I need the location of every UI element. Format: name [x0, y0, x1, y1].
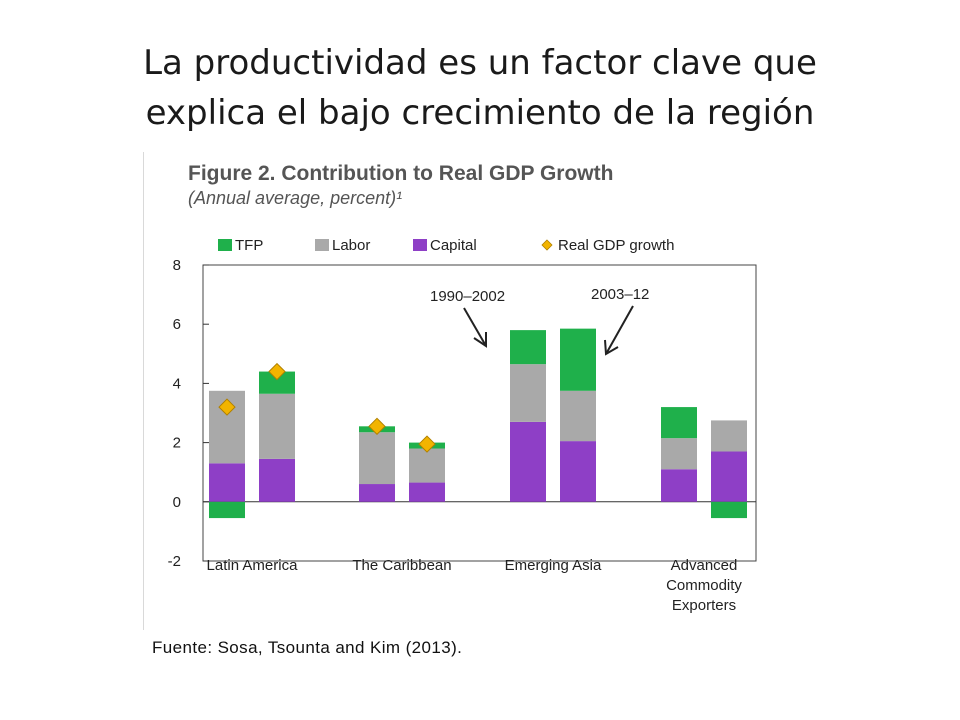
bar-capital: [711, 451, 747, 502]
bar-tfp: [209, 501, 245, 519]
category-label: Exporters: [672, 597, 736, 614]
gdp-markers: [218, 362, 436, 453]
bar-capital: [209, 463, 245, 502]
legend-swatch-labor: [315, 239, 329, 251]
bar-tfp: [560, 328, 596, 391]
gdp-marker: [218, 398, 236, 416]
category-label: Advanced: [671, 557, 738, 574]
annotation-1990-2002: 1990–2002: [430, 288, 505, 305]
bar-labor: [259, 393, 295, 459]
category-label: Commodity: [666, 577, 742, 594]
divider-line: [143, 152, 144, 630]
chart-subtitle: (Annual average, percent)¹: [188, 188, 402, 208]
arrowhead-2003-12: [604, 339, 619, 356]
chart-title: Figure 2. Contribution to Real GDP Growt…: [188, 162, 613, 185]
source-note: Fuente: Sosa, Tsounta and Kim (2013).: [152, 638, 463, 657]
legend-label-tfp: TFP: [235, 237, 263, 254]
plot-frame: [202, 264, 757, 562]
chart-legend: TFP Labor Capital Real GDP growth: [218, 237, 674, 254]
category-label: Emerging Asia: [505, 557, 602, 574]
legend-label-capital: Capital: [430, 237, 477, 254]
y-tick-label: 4: [173, 375, 181, 392]
bar-labor: [359, 432, 395, 485]
bar-capital: [560, 441, 596, 502]
y-tick-label: 2: [173, 435, 181, 452]
legend-swatch-tfp: [218, 239, 232, 251]
legend-swatch-capital: [413, 239, 427, 251]
y-tick-label: 6: [173, 316, 181, 333]
y-tick-label: 0: [173, 494, 181, 511]
legend-swatch-gdp: [541, 239, 553, 251]
gdp-marker: [368, 417, 386, 436]
slide-title: La productividad es un factor clave que …: [40, 38, 920, 138]
bar-tfp: [510, 330, 546, 365]
bar-tfp: [711, 501, 747, 519]
x-axis-labels: Latin America The Caribbean Emerging Asia A…: [207, 557, 743, 614]
annotation-2003-12: 2003–12: [591, 286, 649, 303]
period-annotations: 1990–2002 2003–12: [430, 286, 649, 356]
gdp-marker: [418, 435, 436, 453]
arrowhead-1990-2002: [473, 332, 487, 348]
bar-tfp: [259, 371, 295, 394]
bar-capital: [259, 458, 295, 502]
y-tick-label: -2: [168, 553, 181, 570]
bar-capital: [409, 482, 445, 502]
bar-labor: [510, 364, 546, 422]
bar-capital: [510, 421, 546, 502]
bar-labor: [560, 390, 596, 442]
arrow-1990-2002: [463, 307, 487, 347]
slide-title-line-1: La productividad es un factor clave que: [143, 43, 817, 83]
legend-label-gdp: Real GDP growth: [558, 237, 674, 254]
bar-tfp: [661, 407, 697, 439]
category-label: The Caribbean: [352, 557, 451, 574]
bar-labor: [711, 420, 747, 452]
bar-labor: [409, 448, 445, 483]
bar-capital: [359, 484, 395, 502]
slide-title-line-2: explica el bajo crecimiento de la región: [145, 93, 815, 133]
category-label: Latin America: [207, 557, 299, 574]
legend-label-labor: Labor: [332, 237, 370, 254]
y-tick-label: 8: [173, 257, 181, 274]
bar-capital: [661, 469, 697, 502]
bar-series: [209, 328, 747, 519]
arrow-2003-12: [605, 305, 634, 355]
bar-labor: [661, 438, 697, 470]
gdp-marker: [268, 362, 286, 381]
contribution-chart: Figure 2. Contribution to Real GDP Growt…: [168, 162, 757, 614]
